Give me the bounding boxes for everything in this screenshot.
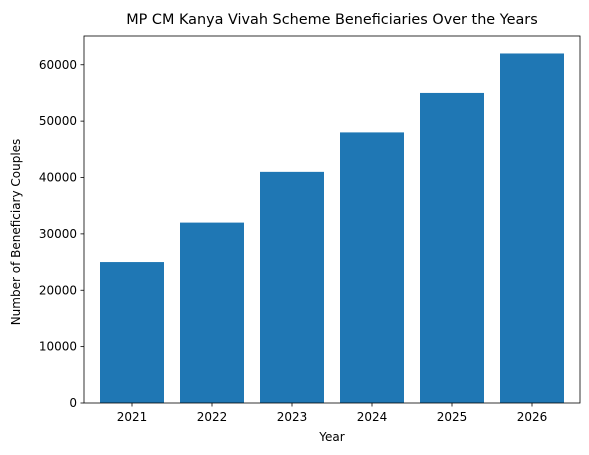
x-tick-label-2023: 2023: [277, 410, 308, 424]
x-tick-label-2025: 2025: [437, 410, 468, 424]
y-tick-label-30000: 30000: [39, 227, 77, 241]
bar-2022: [180, 222, 244, 403]
axes-layer: 2021 2022 2023 2024 2025 2026 0 10000 20000 30000…: [39, 35, 581, 424]
chart-title: MP CM Kanya Vivah Scheme Beneficiaries O…: [126, 12, 537, 28]
x-tick-label-2021: 2021: [117, 410, 148, 424]
x-tick-label-2022: 2022: [197, 410, 228, 424]
bar-2021: [100, 262, 164, 403]
bars-layer: [100, 53, 564, 404]
bar-2024: [340, 132, 404, 403]
x-tick-label-2024: 2024: [357, 410, 388, 424]
bar-2025: [420, 92, 484, 404]
x-axis-label: Year: [318, 430, 344, 444]
y-tick-label-10000: 10000: [39, 340, 77, 354]
y-tick-label-60000: 60000: [39, 58, 77, 72]
y-tick-label-0: 0: [69, 396, 77, 410]
bar-2026: [500, 53, 564, 403]
y-tick-label-20000: 20000: [39, 283, 77, 297]
y-tick-label-50000: 50000: [39, 114, 77, 128]
y-axis-label: Number of Beneficiary Couples: [9, 139, 23, 326]
bar-2023: [260, 171, 324, 403]
plot-frame: [83, 35, 581, 404]
y-tick-label-40000: 40000: [39, 171, 77, 185]
x-tick-label-2026: 2026: [517, 410, 548, 424]
